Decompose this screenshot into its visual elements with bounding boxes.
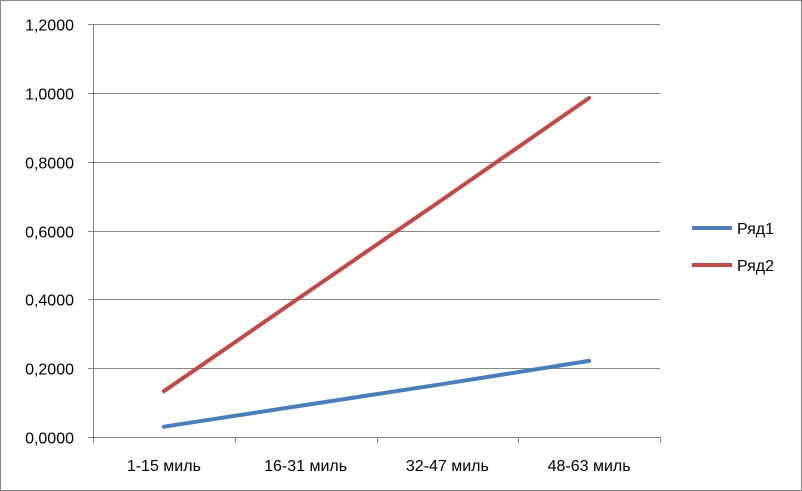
y-axis-tick-labels: 0,0000 0,2000 0,4000 0,6000 0,8000 1,0000 1,20… <box>25 18 74 448</box>
y-tick-label: 0,4000 <box>25 293 74 310</box>
x-tick-label: 48-63 миль <box>548 458 631 475</box>
y-tick-label: 0,0000 <box>25 431 74 448</box>
y-tick-label: 0,6000 <box>25 225 74 242</box>
x-tick-label: 32-47 миль <box>406 458 489 475</box>
legend-label: Ряд1 <box>737 221 774 238</box>
gridlines <box>93 24 660 369</box>
series-lines <box>161 96 592 429</box>
y-tick-label: 1,0000 <box>25 87 74 104</box>
series-line-1 <box>161 358 592 429</box>
y-tick-label: 0,8000 <box>25 156 74 173</box>
y-tick-label: 0,2000 <box>25 362 74 379</box>
legend: Ряд1 Ряд2 <box>692 221 774 275</box>
x-tick-label: 16-31 миль <box>264 458 347 475</box>
axes <box>88 24 661 443</box>
series-line-2 <box>161 96 592 394</box>
x-axis-tick-labels: 1-15 миль 16-31 миль 32-47 миль 48-63 миль <box>127 458 631 475</box>
x-tick-label: 1-15 миль <box>127 458 201 475</box>
y-tick-label: 1,2000 <box>25 18 74 35</box>
legend-label: Ряд2 <box>737 258 774 275</box>
